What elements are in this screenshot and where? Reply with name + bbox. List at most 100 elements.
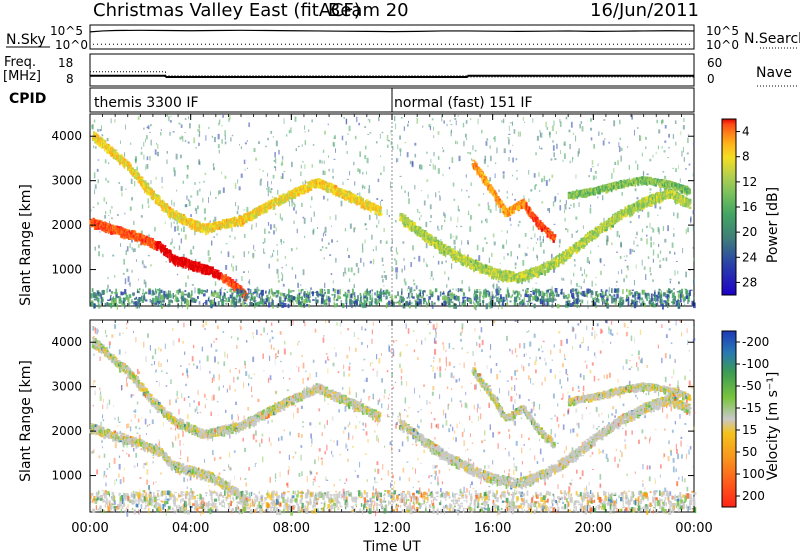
feature-0-cell-122-3 [120, 162, 122, 164]
scatter-noise-163 [277, 279, 280, 283]
scatter-noise-579 [267, 137, 269, 141]
feature-0-cell-545-0 [227, 218, 229, 220]
scatter-noise-541 [559, 121, 562, 128]
scatter-noise-5 [132, 248, 135, 253]
scatter-noise-1262 [321, 246, 324, 249]
feature-0-cell-203-3 [140, 181, 144, 185]
scatter-noise-741 [173, 221, 175, 224]
scatter-noise-1299 [597, 163, 599, 167]
scatter-noise-465 [457, 205, 459, 211]
scatter-noise-130 [635, 237, 637, 239]
scatter-noise-1073 [100, 125, 102, 131]
scatter-noise-616 [312, 228, 315, 233]
feature-0-cell-302-2 [165, 204, 169, 206]
scatter-noise-713 [549, 132, 551, 138]
feature-0-cell-473-6 [208, 226, 211, 228]
scatter-noise-1098 [455, 288, 457, 291]
scatter-noise-179 [285, 264, 287, 267]
feature-0-cell-392-5 [188, 224, 190, 229]
scatter-noise-1207 [645, 275, 647, 277]
feature-0-cell-415-6 [194, 225, 196, 230]
scatter-noise-799 [155, 176, 157, 180]
scatter-noise-1227 [240, 173, 243, 178]
scatter-noise-1169 [685, 192, 687, 195]
scatter-noise-1380 [176, 273, 179, 276]
feature-0-cell-460-1 [205, 226, 207, 230]
scatter-noise-112 [111, 206, 113, 209]
scatter-noise-979 [254, 249, 256, 252]
scatter-noise-796 [454, 245, 456, 250]
n-sky-series [89, 29, 695, 33]
scatter-noise-1285 [533, 293, 535, 297]
scatter-noise-1338 [264, 228, 266, 235]
scatter-noise-1127 [382, 279, 384, 283]
scatter-noise-518 [591, 280, 593, 287]
scatter-noise-334 [428, 123, 431, 128]
scatter-noise-330 [304, 131, 306, 133]
scatter-noise-220 [182, 223, 184, 226]
scatter-noise-1064 [432, 163, 434, 170]
feature-2-cell-1235-4 [400, 213, 403, 216]
scatter-noise-652 [543, 175, 546, 182]
scatter-noise-935 [323, 171, 326, 176]
scatter-noise-894 [595, 277, 597, 279]
scatter-noise-1027 [324, 226, 327, 233]
scatter-noise-844 [578, 148, 580, 154]
feature-0-cell-644-3 [252, 215, 255, 217]
scatter-noise-1243 [555, 130, 558, 134]
feature-0-cell-257-6 [154, 194, 157, 199]
scatter-noise-791 [361, 184, 364, 188]
feature-0-cell-730-6 [273, 204, 275, 206]
feature-0-cell-293-6 [163, 202, 166, 205]
scatter-noise-673 [597, 196, 599, 199]
scatter-noise-921 [210, 240, 213, 246]
feature-0-cell-869-4 [308, 181, 311, 185]
feature-1-cell-342-6 [175, 261, 177, 266]
scatter-noise-84 [178, 245, 181, 251]
feature-1-cell-108-5 [116, 225, 120, 229]
feature-0-cell-505-5 [216, 226, 219, 231]
scatter-noise-174 [161, 176, 163, 183]
scatter-noise-1141 [618, 234, 621, 238]
scatter-noise-81 [499, 208, 502, 214]
scatter-noise-731 [664, 187, 667, 191]
feature-0-cell-352-3 [178, 216, 180, 220]
scatter-noise-57 [455, 140, 457, 145]
scatter-noise-911 [189, 249, 193, 255]
scatter-noise-382 [266, 188, 268, 190]
scatter-noise-1035 [539, 235, 541, 241]
scatter-noise-602 [108, 214, 110, 216]
scatter-noise-260 [657, 214, 659, 216]
scatter-noise-723 [183, 226, 185, 233]
scatter-noise-362 [682, 247, 684, 254]
scatter-noise-165 [426, 264, 428, 268]
scatter-noise-233 [456, 225, 458, 228]
scatter-noise-1126 [551, 286, 553, 292]
scatter-noise-1288 [395, 260, 398, 266]
feature-0-cell-46-6 [100, 143, 104, 147]
feature-0-cell-455-1 [204, 228, 207, 232]
scatter-noise-108 [380, 172, 382, 176]
scatter-noise-24 [492, 233, 495, 238]
scatter-noise-680 [657, 145, 660, 150]
scatter-noise-972 [414, 142, 417, 146]
scatter-noise-1198 [120, 186, 123, 192]
scatter-noise-106 [335, 257, 337, 263]
feature-0-cell-838-2 [300, 185, 303, 189]
scatter-noise-170 [578, 289, 580, 292]
scatter-noise-933 [263, 238, 266, 243]
scatter-noise-137 [522, 260, 525, 266]
feature-0-cell-212-5 [142, 183, 146, 189]
scatter-noise-1276 [565, 200, 567, 205]
scatter-noise-345 [501, 230, 503, 232]
scatter-noise-711 [430, 214, 432, 219]
feature-0-cell-748-3 [277, 198, 280, 203]
feature-0-cell-775-6 [284, 198, 287, 203]
scatter-noise-324 [521, 281, 523, 285]
scatter-noise-483 [563, 141, 566, 147]
scatter-noise-23 [304, 125, 306, 130]
scatter-noise-156 [324, 282, 326, 288]
scatter-noise-769 [394, 115, 396, 122]
scatter-noise-1199 [499, 291, 502, 293]
scatter-noise-945 [274, 157, 277, 164]
